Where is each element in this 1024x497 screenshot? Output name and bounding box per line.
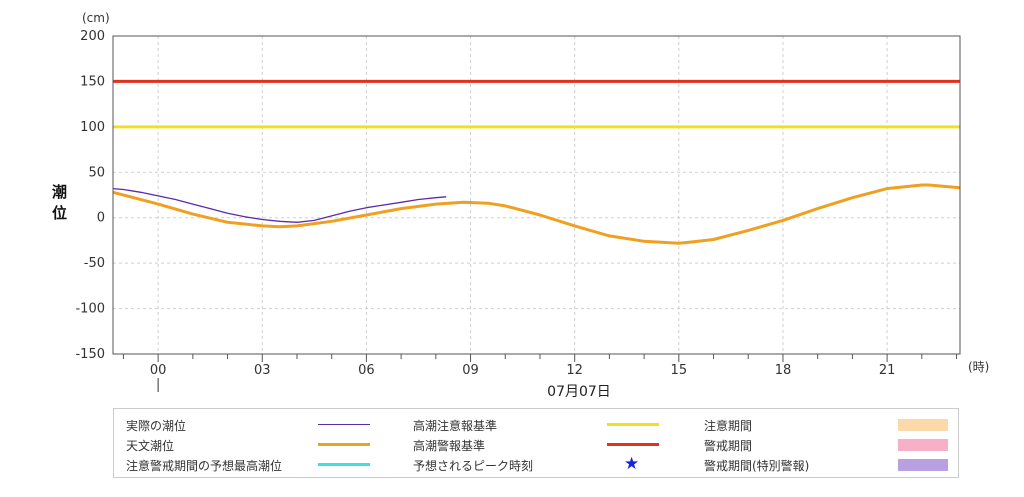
- y-tick-label: 100: [80, 120, 105, 135]
- legend-line-swatch: [318, 443, 370, 446]
- x-tick-label: 00: [150, 363, 167, 378]
- legend-label: 高潮警報基準: [413, 438, 486, 453]
- y-unit-label: (cm): [82, 11, 110, 25]
- y-tick-label: 200: [80, 29, 105, 44]
- y-tick-label: 50: [88, 165, 105, 180]
- legend-label: 警戒期間: [704, 438, 753, 453]
- y-tick-label: 150: [80, 74, 105, 89]
- series-lines: [112, 183, 961, 245]
- legend-box-swatch: [898, 419, 948, 431]
- y-tick-label: -150: [75, 347, 105, 362]
- date-label: 07月07日: [547, 384, 611, 400]
- y-tick-label: -100: [75, 302, 105, 317]
- legend-line-swatch: [607, 443, 659, 446]
- plot-frame: [112, 35, 961, 355]
- legend-label: 実際の潮位: [126, 418, 187, 433]
- legend-item: 注意期間: [704, 416, 752, 434]
- legend-item: 天文潮位: [126, 436, 174, 454]
- x-tick-label: 06: [358, 363, 375, 378]
- legend-item: 注意警戒期間の予想最高潮位: [126, 456, 282, 474]
- series-line: [112, 187, 447, 223]
- legend-item: 高潮警報基準: [413, 436, 485, 454]
- x-tick-label: 12: [566, 363, 583, 378]
- legend-box-swatch: [898, 459, 948, 471]
- legend-label: 注意期間: [704, 418, 753, 433]
- tide-chart: 200 150 100 50 0 -50 -100 -150 00 03 06 09 12 15 18 21…: [52, 11, 989, 400]
- legend: 実際の潮位天文潮位注意警戒期間の予想最高潮位 高潮注意報基準 高潮警報基準予想される…: [113, 408, 959, 478]
- legend-label: 天文潮位: [126, 438, 175, 453]
- legend-line-swatch: [607, 423, 659, 426]
- legend-label: 予想されるピーク時刻: [413, 458, 534, 473]
- star-icon: ★: [624, 454, 640, 474]
- legend-box-swatch: [898, 439, 948, 451]
- legend-line-swatch: [318, 463, 370, 466]
- series-line: [112, 183, 961, 245]
- legend-item: 予想されるピーク時刻: [413, 456, 533, 474]
- legend-label: 高潮注意報基準: [413, 418, 498, 433]
- legend-item: 実際の潮位: [126, 416, 186, 434]
- legend-label: 警戒期間(特別警報): [704, 458, 810, 473]
- legend-item: 警戒期間(特別警報): [704, 456, 809, 474]
- x-tick-labels: 00 03 06 09 12 15 18 21: [150, 363, 896, 378]
- legend-line-swatch: [318, 424, 370, 425]
- x-tick-label: 21: [879, 363, 896, 378]
- y-tick-labels: 200 150 100 50 0 -50 -100 -150: [75, 29, 105, 362]
- y-tick-label: -50: [84, 256, 105, 271]
- y-tick-label: 0: [97, 211, 105, 226]
- x-tick-label: 18: [775, 363, 792, 378]
- y-axis-label-char-2: 位: [52, 204, 67, 222]
- x-unit-label: (時): [968, 360, 989, 374]
- x-tick-label: 15: [671, 363, 688, 378]
- legend-item: 警戒期間: [704, 436, 752, 454]
- y-axis-label-char-1: 潮: [52, 183, 67, 201]
- x-tick-label: 03: [254, 363, 271, 378]
- x-tick-label: 09: [462, 363, 479, 378]
- grid-lines: [113, 35, 960, 362]
- legend-label: 注意警戒期間の予想最高潮位: [126, 458, 283, 473]
- threshold-lines: [113, 79, 960, 129]
- legend-item: 高潮注意報基準: [413, 416, 497, 434]
